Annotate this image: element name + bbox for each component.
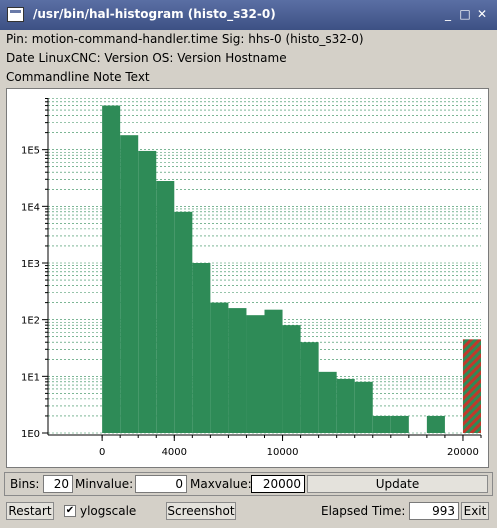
restart-button[interactable]: Restart (6, 502, 54, 520)
minimize-button[interactable]: _ (445, 7, 451, 21)
maxvalue-input[interactable]: 20000 (251, 475, 305, 493)
histogram-bar (138, 150, 157, 433)
minvalue-label: Minvalue: (75, 477, 134, 491)
pin-info: Pin: motion-command-handler.time Sig: hh… (6, 32, 364, 46)
x-tick-label: 0 (99, 447, 105, 458)
histogram-bar (282, 325, 301, 433)
histogram-bar (210, 302, 229, 433)
version-info: Date LinuxCNC: Version OS: Version Hostn… (6, 51, 287, 65)
close-button[interactable]: ✕ (476, 7, 488, 21)
update-button[interactable]: Update (307, 475, 488, 493)
y-tick-label: 1E0 (21, 429, 40, 440)
histogram-bar (246, 315, 265, 433)
bins-label: Bins: (10, 477, 40, 491)
y-tick-label: 1E5 (21, 146, 40, 157)
histogram-bar (120, 135, 139, 433)
histogram-plot: 1E0 1E1 1E2 1E3 1E4 1E5 0 4000 10000 20000 (6, 88, 489, 468)
histogram-bar (336, 378, 355, 433)
exit-button[interactable]: Exit (461, 502, 489, 520)
ylogscale-label: ylogscale (80, 504, 137, 518)
ylogscale-checkbox[interactable]: ✔ (64, 505, 76, 517)
histogram-bar (390, 415, 409, 433)
histogram-bar (300, 342, 319, 433)
maximize-button[interactable]: □ (459, 7, 471, 21)
histogram-bar (102, 105, 121, 434)
elapsed-time-label: Elapsed Time: (321, 504, 406, 518)
histogram-bar (318, 371, 337, 433)
screenshot-button[interactable]: Screenshot (166, 502, 236, 520)
maxvalue-label: Maxvalue: (190, 477, 252, 491)
y-tick-label: 1E1 (21, 372, 40, 383)
x-tick-label: 10000 (267, 447, 299, 458)
x-tick-label: 4000 (162, 447, 187, 458)
elapsed-time-value: 993 (409, 502, 459, 520)
histogram-bar (354, 381, 373, 433)
note-text: Commandline Note Text (6, 70, 150, 84)
y-tick-label: 1E4 (21, 202, 40, 213)
overflow-bar (462, 339, 481, 433)
histogram-bar (192, 263, 211, 433)
minvalue-input[interactable]: 0 (135, 475, 187, 493)
histogram-bar (228, 308, 247, 433)
histogram-bar (426, 415, 445, 433)
y-tick-label: 1E2 (21, 316, 40, 327)
histogram-bar (372, 415, 391, 433)
x-tick-label: 20000 (447, 447, 479, 458)
bins-control-row: Bins: 20 Minvalue: 0 Maxvalue: 20000 Upd… (4, 472, 493, 496)
window-title: /usr/bin/hal-histogram (histo_s32-0) (33, 7, 276, 21)
bins-input[interactable]: 20 (43, 475, 73, 493)
histogram-chart: 1E0 1E1 1E2 1E3 1E4 1E5 0 4000 10000 20000 (21, 97, 482, 458)
y-tick-label: 1E3 (21, 259, 40, 270)
histogram-bar (174, 211, 193, 433)
histogram-bar (156, 180, 175, 433)
window-icon[interactable] (7, 7, 24, 22)
histogram-bar (264, 309, 283, 433)
title-bar[interactable]: /usr/bin/hal-histogram (histo_s32-0) _ □… (0, 0, 497, 30)
